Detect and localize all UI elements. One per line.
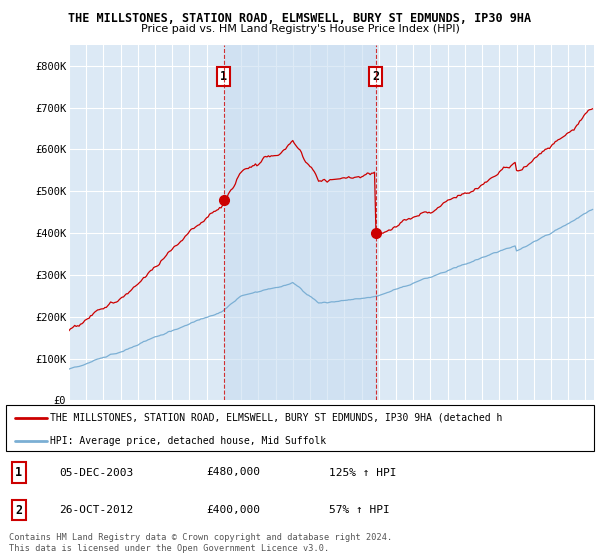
Text: 1: 1 bbox=[220, 71, 227, 83]
Text: THE MILLSTONES, STATION ROAD, ELMSWELL, BURY ST EDMUNDS, IP30 9HA (detached h: THE MILLSTONES, STATION ROAD, ELMSWELL, … bbox=[50, 413, 502, 423]
Text: £400,000: £400,000 bbox=[206, 505, 260, 515]
Text: 05-DEC-2003: 05-DEC-2003 bbox=[59, 468, 133, 478]
Text: 125% ↑ HPI: 125% ↑ HPI bbox=[329, 468, 397, 478]
Bar bbox=[224, 45, 376, 400]
Text: 2: 2 bbox=[373, 71, 379, 83]
Text: Price paid vs. HM Land Registry's House Price Index (HPI): Price paid vs. HM Land Registry's House … bbox=[140, 24, 460, 34]
Text: 1: 1 bbox=[16, 466, 22, 479]
Text: Contains HM Land Registry data © Crown copyright and database right 2024.
This d: Contains HM Land Registry data © Crown c… bbox=[9, 533, 392, 553]
Text: HPI: Average price, detached house, Mid Suffolk: HPI: Average price, detached house, Mid … bbox=[50, 436, 326, 446]
Text: 57% ↑ HPI: 57% ↑ HPI bbox=[329, 505, 390, 515]
Text: THE MILLSTONES, STATION ROAD, ELMSWELL, BURY ST EDMUNDS, IP30 9HA: THE MILLSTONES, STATION ROAD, ELMSWELL, … bbox=[68, 12, 532, 25]
Text: 2: 2 bbox=[16, 504, 22, 517]
Text: £480,000: £480,000 bbox=[206, 468, 260, 478]
Text: 26-OCT-2012: 26-OCT-2012 bbox=[59, 505, 133, 515]
